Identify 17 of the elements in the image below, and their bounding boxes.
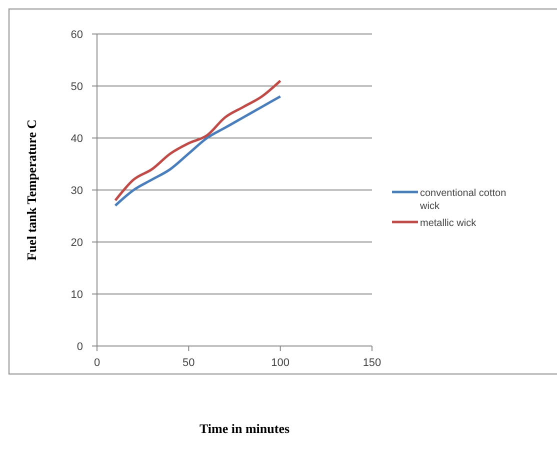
line-series	[114, 95, 282, 207]
x-tick-label: 0	[94, 357, 100, 369]
x-tick-label: 100	[271, 357, 290, 369]
y-axis-title: Fuel tank Temperature C	[24, 120, 39, 260]
y-tick-label: 10	[70, 289, 83, 301]
legend-label: conventional cotton wick	[419, 188, 506, 212]
y-tick-label: 60	[70, 29, 83, 41]
x-tick-label: 150	[362, 357, 382, 369]
line-series	[114, 80, 282, 202]
y-tick-label: 0	[76, 341, 83, 353]
legend-label: metallic wick	[420, 218, 478, 229]
y-tick-label: 40	[70, 133, 83, 145]
y-tick-label: 50	[70, 81, 83, 93]
y-tick-label: 20	[70, 237, 83, 249]
x-axis-title: Time in minutes	[199, 421, 290, 436]
x-tick-label: 50	[182, 357, 195, 369]
y-tick-label: 30	[70, 185, 83, 197]
